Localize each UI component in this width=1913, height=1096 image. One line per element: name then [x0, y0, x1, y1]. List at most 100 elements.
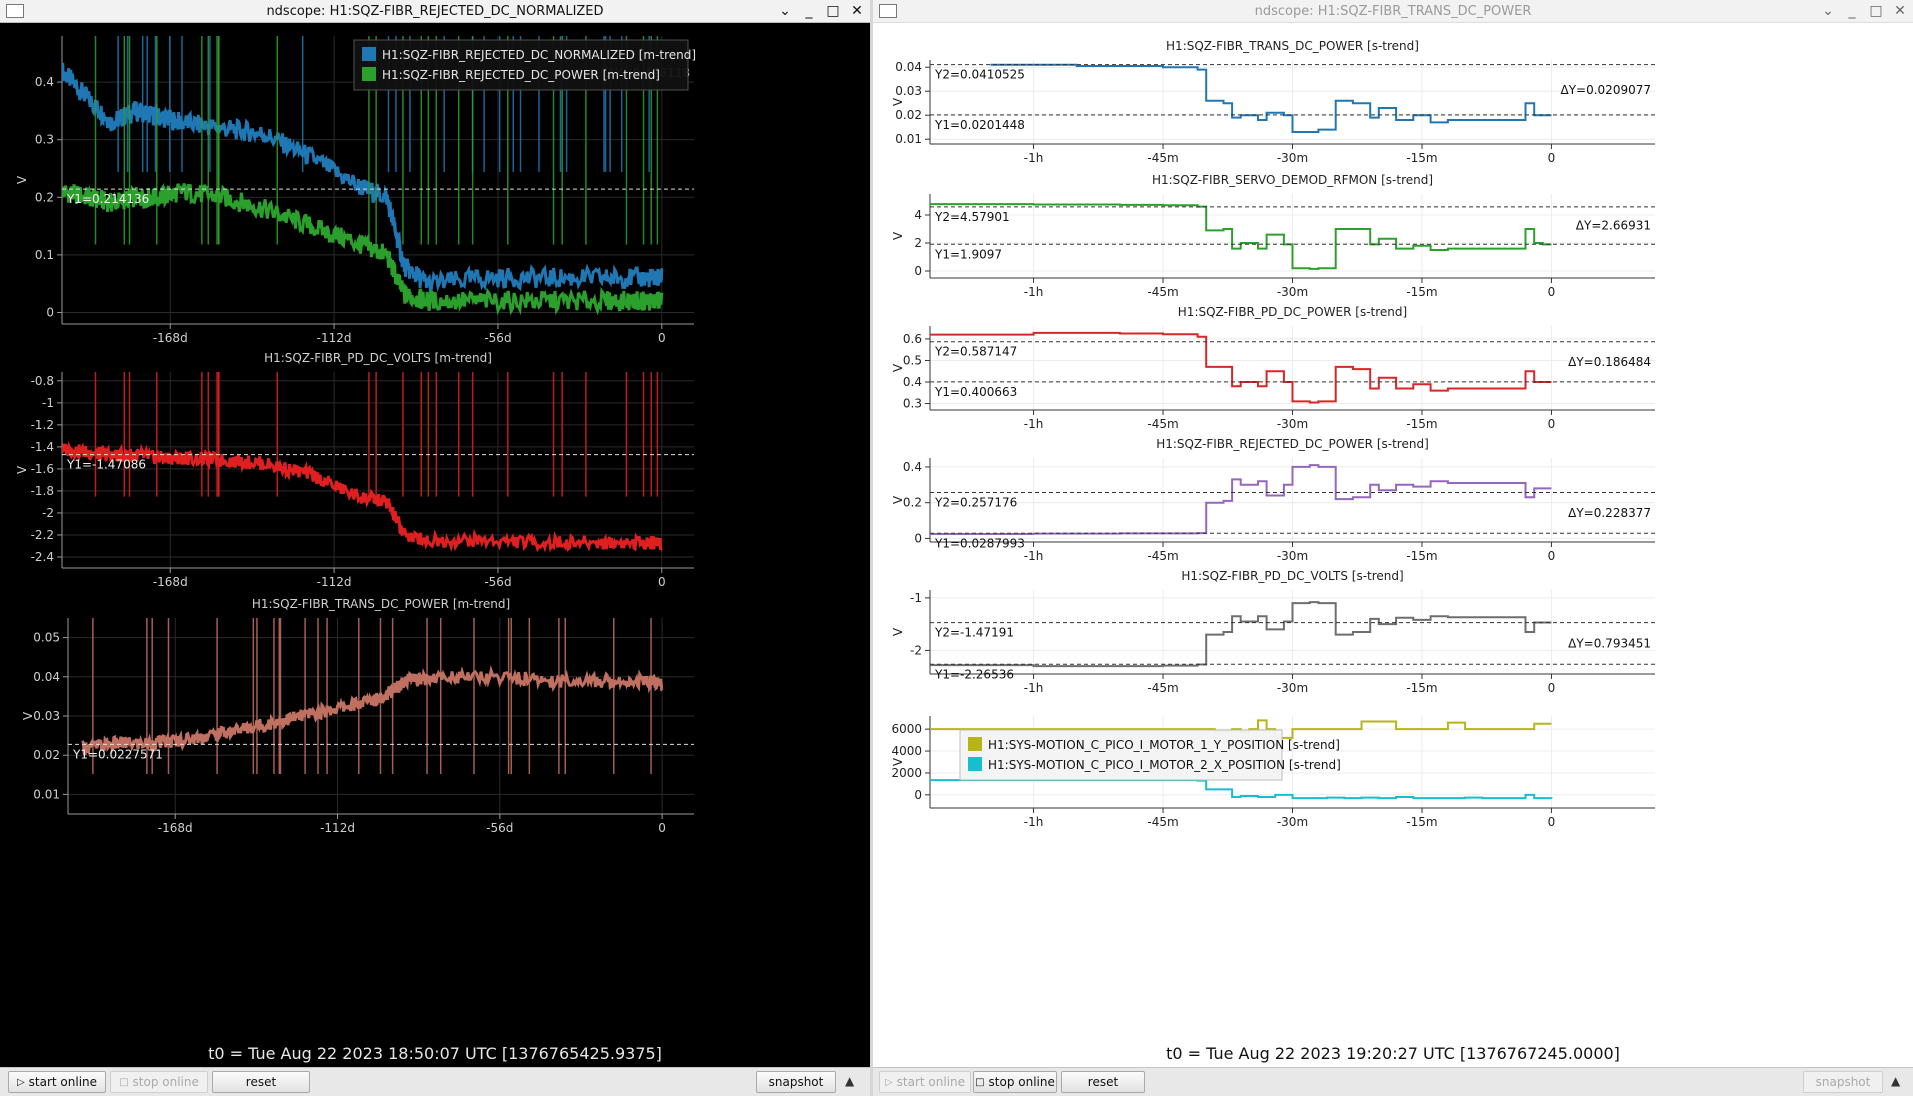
x-tick-label: -30m	[1277, 815, 1308, 829]
close-icon[interactable]: ✕	[1894, 3, 1906, 19]
legend: H1:SQZ-FIBR_REJECTED_DC_NORMALIZED [m-tr…	[353, 39, 696, 91]
right-start-online-button[interactable]: ▷ start online	[879, 1071, 971, 1093]
y-axis-label: V	[891, 231, 905, 240]
minimize-icon[interactable]: _	[805, 3, 813, 19]
left-plots-svg[interactable]: -168d -112d -56d 0 0 0.1 0.2 0.3 0.4 V Y1=0.214136…	[0, 22, 870, 1068]
x-tick-label: -15m	[1406, 549, 1437, 563]
x-tick-label: -45m	[1147, 549, 1178, 563]
delta-label: ΔY=0.0209077	[1561, 83, 1652, 97]
cursor-label: Y1=1.9097	[934, 247, 1002, 261]
y-tick-label: -1	[910, 591, 922, 605]
series-spikes	[117, 36, 650, 172]
y-tick-label: 2000	[891, 766, 922, 780]
right-stop-online-button[interactable]: □ stop online	[973, 1071, 1057, 1093]
cursor-label: Y1=0.400663	[934, 385, 1017, 399]
y-tick-label: -0.8	[31, 374, 54, 388]
x-tick-label: -15m	[1406, 417, 1437, 431]
x-tick-label: -168d	[153, 331, 188, 345]
x-tick-label: -112d	[317, 331, 352, 345]
x-tick-label: -30m	[1277, 681, 1308, 695]
y-tick-label: -1.8	[31, 484, 54, 498]
x-tick-label: -1h	[1024, 417, 1044, 431]
y-tick-label: -1.4	[31, 440, 54, 454]
y-tick-label: 0.1	[35, 248, 54, 262]
delta-label: ΔY=0.793451	[1568, 636, 1651, 650]
x-tick-label: -168d	[153, 575, 188, 589]
left-ndscope-window: ndscope: H1:SQZ-FIBR_REJECTED_DC_NORMALI…	[0, 0, 870, 1096]
x-tick-label: -30m	[1277, 285, 1308, 299]
close-icon[interactable]: ✕	[851, 3, 863, 19]
legend-box	[353, 39, 689, 91]
left-reset-button[interactable]: reset	[212, 1071, 310, 1093]
series-line	[62, 440, 663, 553]
play-icon: ▷	[16, 1076, 25, 1088]
right-plots-svg[interactable]: -1h -45m -30m -15m 0 0.01 0.02 0.03 0.04 V H1:SQZ-…	[873, 22, 1913, 1068]
right-snapshot-button[interactable]: snapshot	[1803, 1071, 1883, 1093]
y-tick-label: 0	[46, 305, 54, 319]
legend-entry: H1:SYS-MOTION_C_PICO_I_MOTOR_2_X_POSITIO…	[988, 758, 1341, 772]
maximize-icon[interactable]: □	[1869, 3, 1883, 19]
chart-title: H1:SQZ-FIBR_PD_DC_POWER [s-trend]	[1178, 305, 1407, 319]
chart-title: H1:SQZ-FIBR_PD_DC_VOLTS [s-trend]	[1181, 569, 1403, 583]
y-tick-label: -2.4	[31, 550, 54, 564]
chart-2: -168d -112d -56d 0 0.01 0.02 0.03 0.04 0.05 V H1:S…	[21, 597, 694, 835]
left-title-bar[interactable]: ndscope: H1:SQZ-FIBR_REJECTED_DC_NORMALI…	[0, 0, 870, 23]
chart-7: -1h -45m -30m -15m 0 -2 -1 V H1:SQZ-FIBR_PD_DC_V…	[891, 569, 1655, 695]
chevron-down-icon[interactable]: ⌄	[779, 3, 791, 19]
y-tick-label: 0.4	[903, 375, 922, 389]
legend-swatch	[968, 737, 982, 751]
left-snapshot-button[interactable]: snapshot	[756, 1071, 836, 1093]
x-tick-label: 0	[1548, 285, 1556, 299]
left-plot-area: -168d -112d -56d 0 0 0.1 0.2 0.3 0.4 V Y1=0.214136…	[0, 22, 870, 1068]
y-axis-label: V	[21, 711, 35, 720]
right-toolbar: ▷ start online □ stop online reset snapsho…	[873, 1067, 1913, 1096]
cursor-label: Y2=0.0410525	[934, 68, 1025, 82]
right-plot-area: -1h -45m -30m -15m 0 0.01 0.02 0.03 0.04 V H1:SQZ-…	[873, 22, 1913, 1068]
y-tick-label: 0.03	[895, 84, 922, 98]
left-t0-label: t0 = Tue Aug 22 2023 18:50:07 UTC [13767…	[208, 1044, 662, 1063]
y-tick-label: 0.4	[35, 75, 54, 89]
chart-title: H1:SQZ-FIBR_TRANS_DC_POWER [m-trend]	[252, 597, 510, 611]
window-icon[interactable]	[6, 4, 24, 18]
play-icon: ▷	[884, 1076, 893, 1088]
x-tick-label: -168d	[158, 821, 193, 835]
maximize-icon[interactable]: □	[826, 3, 840, 19]
y-tick-label: 0.2	[903, 496, 922, 510]
y-tick-label: 0	[914, 788, 922, 802]
left-stop-online-button[interactable]: □ stop online	[110, 1071, 208, 1093]
x-tick-label: -30m	[1277, 549, 1308, 563]
x-tick-label: -15m	[1406, 151, 1437, 165]
y-tick-label: -1.2	[31, 418, 54, 432]
chart-3: -1h -45m -30m -15m 0 0.01 0.02 0.03 0.04 V H1:SQZ-…	[891, 39, 1655, 165]
y-tick-label: 0.03	[33, 709, 60, 723]
legend-swatch	[362, 47, 376, 61]
y-tick-label: 0	[914, 531, 922, 545]
y-axis-label: V	[891, 97, 905, 106]
expand-up-icon[interactable]: ▲	[845, 1074, 855, 1088]
chart-6: -1h -45m -30m -15m 0 0 0.2 0.4 V H1:SQZ-FIBR_REJE…	[891, 437, 1655, 563]
delta-label: ΔY=0.186484	[1568, 355, 1651, 369]
y-tick-label: 0.2	[35, 190, 54, 204]
cursor-label: Y1=0.214136	[66, 192, 149, 206]
left-toolbar: ▷ start online □ stop online reset snapsho…	[0, 1067, 870, 1096]
right-reset-button[interactable]: reset	[1061, 1071, 1145, 1093]
y-tick-label: 0.01	[895, 132, 922, 146]
chevron-down-icon[interactable]: ⌄	[1822, 3, 1834, 19]
cursor-label: Y1=-1.47086	[66, 458, 146, 472]
y-tick-label: 0.02	[33, 748, 60, 762]
expand-up-icon[interactable]: ▲	[1891, 1074, 1901, 1088]
chart-5: -1h -45m -30m -15m 0 0.3 0.4 0.5 0.6 V H1:SQZ-FIBR…	[891, 305, 1655, 431]
y-tick-label: 0.3	[903, 397, 922, 411]
y-tick-label: -1.6	[31, 462, 54, 476]
cursor-label: Y1=-2.26536	[934, 667, 1014, 681]
window-icon[interactable]	[879, 4, 897, 18]
right-title-bar[interactable]: ndscope: H1:SQZ-FIBR_TRANS_DC_POWER ⌄ _ …	[873, 0, 1913, 23]
left-start-online-button[interactable]: ▷ start online	[8, 1071, 106, 1093]
x-tick-label: -56d	[486, 821, 513, 835]
x-tick-label: -45m	[1147, 815, 1178, 829]
y-tick-label: -1	[42, 396, 54, 410]
series-line	[930, 331, 1552, 404]
cursor-label: Y2=-1.47191	[934, 626, 1014, 640]
minimize-icon[interactable]: _	[1848, 3, 1856, 19]
x-tick-label: 0	[658, 575, 666, 589]
